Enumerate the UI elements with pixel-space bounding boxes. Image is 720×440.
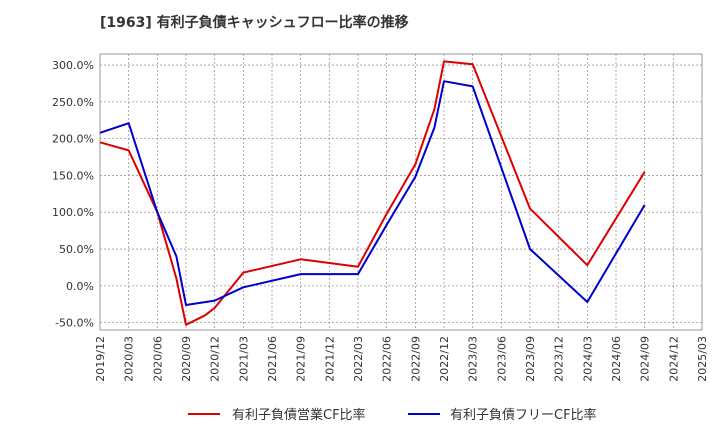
grid-layer: [99, 53, 703, 331]
y-tick-label: -50.0%: [55, 317, 94, 330]
y-tick-label: 0.0%: [66, 280, 94, 293]
legend-label-2: 有利子負債フリーCF比率: [450, 407, 597, 423]
y-tick-label: 200.0%: [52, 133, 94, 146]
x-tick-label: 2023/12: [553, 336, 566, 382]
legend-layer: 有利子負債営業CF比率 有利子負債フリーCF比率: [188, 407, 597, 423]
x-tick-label: 2023/06: [495, 336, 508, 382]
x-tick-label: 2025/03: [696, 336, 709, 382]
x-tick-label: 2022/12: [438, 336, 451, 382]
x-tick-label: 2023/03: [467, 336, 480, 382]
x-tick-label: 2021/12: [323, 336, 336, 382]
x-tick-label: 2024/03: [581, 336, 594, 382]
x-tick-label: 2022/09: [409, 336, 422, 382]
y-tick-label: 300.0%: [52, 59, 94, 72]
x-tick-label: 2024/06: [610, 336, 623, 382]
x-tick-label: 2023/09: [524, 336, 537, 382]
series-line-2: [99, 80, 646, 306]
y-tick-label: 50.0%: [59, 243, 94, 256]
plot-frame: [99, 53, 703, 331]
x-tick-label: 2022/03: [352, 336, 365, 382]
x-tick-label: 2020/12: [209, 336, 222, 382]
x-tick-label: 2021/03: [237, 336, 250, 382]
x-tick-label: 2021/06: [266, 336, 279, 382]
x-tick-label: 2024/09: [639, 336, 652, 382]
x-tick-label: 2022/06: [381, 336, 394, 382]
x-tick-label: 2021/09: [295, 336, 308, 382]
x-tick-label: 2019/12: [94, 336, 107, 382]
x-tick-label: 2024/12: [667, 336, 680, 382]
y-tick-label: 100.0%: [52, 206, 94, 219]
x-tick-label: 2020/06: [151, 336, 164, 382]
legend-label-1: 有利子負債営業CF比率: [232, 407, 366, 423]
x-tick-label: 2020/03: [123, 336, 136, 382]
chart-title: [1963] 有利子負債キャッシュフロー比率の推移: [100, 15, 409, 31]
axis-layer: -50.0% 0.0% 50.0% 100.0% 150.0% 200.0% 250.0% 3…: [52, 59, 709, 382]
y-tick-label: 250.0%: [52, 96, 94, 109]
series-line-1: [99, 60, 646, 326]
y-tick-label: 150.0%: [52, 169, 94, 182]
series-layer: [99, 60, 646, 326]
x-tick-label: 2020/09: [180, 336, 193, 382]
